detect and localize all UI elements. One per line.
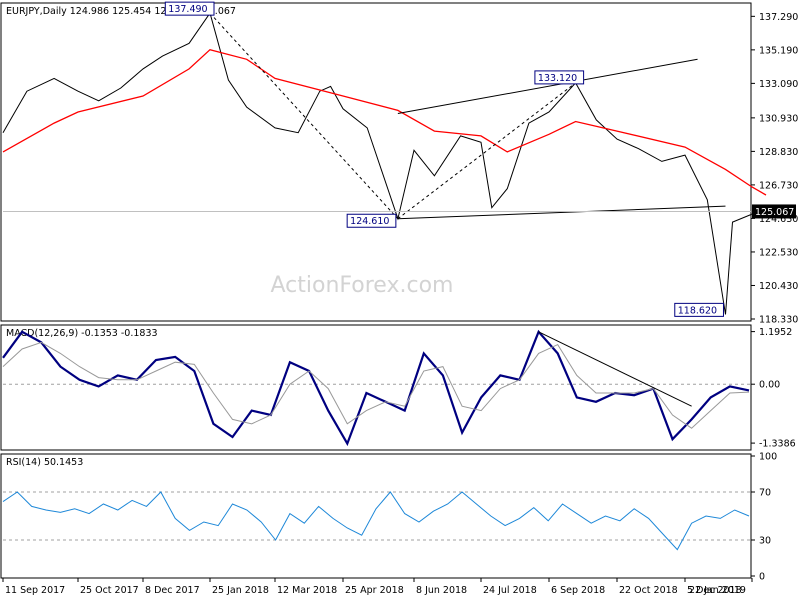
rsi-panel-frame: [0, 453, 752, 579]
price-annotation: 118.620: [674, 302, 724, 317]
annotation-label: 133.120: [538, 73, 577, 84]
price-series-line: [2, 11, 767, 315]
dashed-trendline: [209, 12, 399, 220]
rsi-ytick-label: 30: [759, 536, 771, 547]
watermark: ActionForex.com: [271, 273, 454, 298]
xtick-label: 8 Jun 2018: [416, 585, 467, 596]
price-annotation: 124.610: [346, 213, 397, 228]
xtick-label: 25 Oct 2017: [80, 585, 139, 596]
rsi-ytick-label: 70: [759, 488, 771, 499]
price-ytick-label: 135.190: [759, 45, 798, 56]
xtick-label: 22 Oct 2018: [619, 585, 678, 596]
last-price-label: 125.067: [755, 207, 794, 218]
price-title: EURJPY,Daily 124.986 125.454 124.858 125…: [6, 6, 236, 17]
annotation-box: [346, 213, 397, 228]
price-ytick-label: 137.290: [759, 12, 798, 23]
axis-layer: 137.290 135.190 133.090 130.930 128.830 126.7…: [2, 12, 798, 596]
price-ytick-label: 133.090: [759, 79, 798, 90]
annotation-box: [534, 70, 585, 85]
macd-ytick-label: 0.00: [759, 380, 780, 391]
macd-ytick-label: 1.1952: [759, 327, 792, 338]
macd-line: [2, 329, 750, 447]
xtick-label: 6 Sep 2018: [551, 585, 605, 596]
macd-panel-frame: [0, 324, 752, 451]
rsi-line: [2, 491, 750, 551]
xtick-label: 24 Jul 2018: [483, 585, 537, 596]
xtick-label: 25 Jan 2018: [212, 585, 269, 596]
price-panel-frame: [0, 2, 752, 322]
macd-signal-line: [2, 341, 750, 429]
annotation-box: [674, 302, 724, 317]
trendline: [397, 205, 726, 220]
moving-average-line: [2, 48, 767, 196]
price-ytick-label: 126.730: [759, 180, 798, 191]
xtick-label: 11 Sep 2017: [5, 585, 65, 596]
price-annotation: 133.120: [534, 70, 585, 85]
price-ytick-label: 120.430: [759, 281, 798, 292]
annotation-label: 137.490: [168, 4, 207, 15]
xtick-label: 8 Dec 2017: [145, 585, 200, 596]
annotation-box: [164, 1, 215, 16]
xtick-label: 22 Jan 2019: [689, 585, 746, 596]
price-ytick-label: 118.330: [759, 315, 798, 326]
rsi-title: RSI(14) 50.1453: [6, 457, 83, 468]
rsi-layer: [2, 491, 751, 551]
price-ytick-label: 122.530: [759, 247, 798, 258]
macd-ytick-label: -1.3386: [759, 439, 796, 450]
macd-layer: [2, 329, 751, 447]
price-ytick-label: 124.630: [759, 214, 798, 225]
macd-trendline: [538, 331, 692, 407]
dashed-trendline: [397, 82, 576, 220]
xtick-label: 25 Apr 2018: [345, 585, 404, 596]
rsi-ytick-label: 0: [759, 572, 765, 583]
price-ytick-label: 130.930: [759, 113, 798, 124]
annotation-label: 118.620: [678, 305, 717, 316]
xtick-label: 12 Mar 2018: [277, 585, 337, 596]
price-annotation: 137.490: [164, 1, 215, 16]
annotation-label: 124.610: [350, 216, 389, 227]
trendline: [397, 58, 698, 115]
price-layer: 137.490 133.120 124.610 118.620: [2, 1, 767, 317]
price-ytick-label: 128.830: [759, 147, 798, 158]
xtick-label: 5 Dec 2018: [687, 585, 742, 596]
last-price-box: [752, 204, 796, 219]
macd-title: MACD(12,26,9) -0.1353 -0.1833: [6, 328, 158, 339]
rsi-ytick-label: 100: [759, 452, 777, 463]
